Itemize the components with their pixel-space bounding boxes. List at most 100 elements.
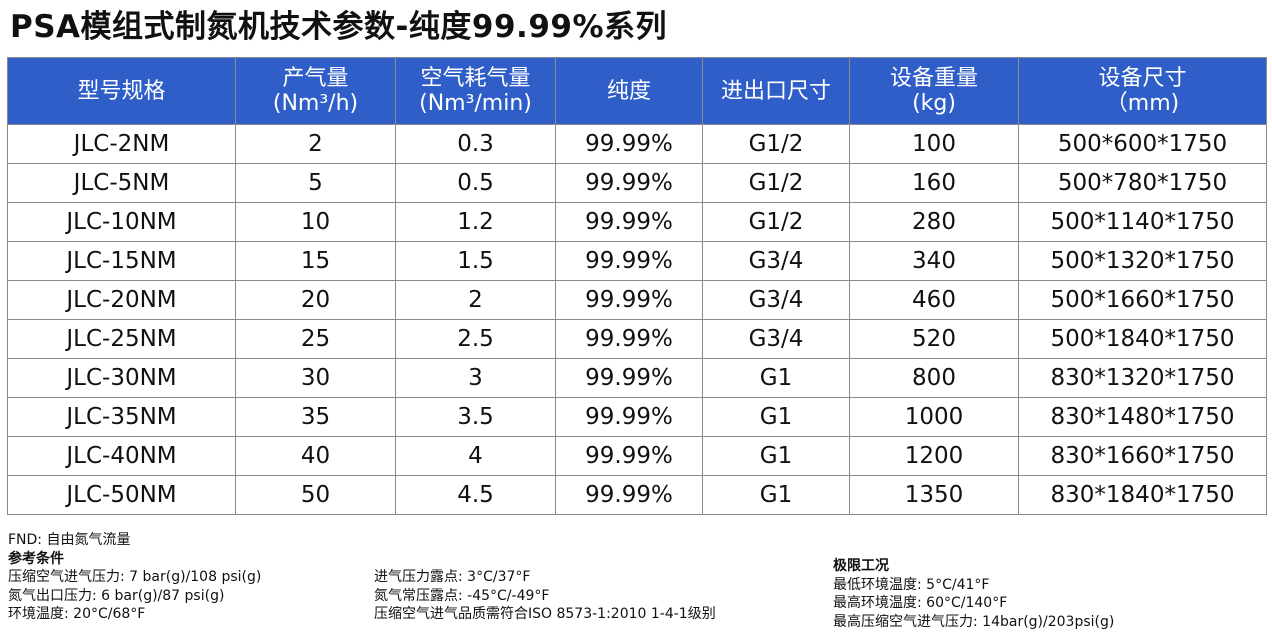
page-title: PSA模组式制氮机技术参数-纯度99.99%系列 <box>10 9 668 45</box>
cell-air-consumption: 1.5 <box>395 241 556 281</box>
header-output: 产气量 (Nm³/h) <box>235 57 396 125</box>
cell-model: JLC-30NM <box>7 358 236 398</box>
cell-weight: 520 <box>849 319 1019 359</box>
cell-output: 20 <box>235 280 396 320</box>
cell-weight: 160 <box>849 163 1019 203</box>
cell-air-consumption: 2.5 <box>395 319 556 359</box>
cell-weight: 800 <box>849 358 1019 398</box>
table-row: JLC-15NM 15 1.5 99.99% G3/4 340 500*1320*1750 <box>7 241 1267 281</box>
table-row: JLC-40NM 40 4 99.99% G1 1200 830*1660*1750 <box>7 436 1267 476</box>
reference-heading: 参考条件 <box>8 550 64 567</box>
cell-dimensions: 830*1480*1750 <box>1018 397 1267 437</box>
cell-weight: 340 <box>849 241 1019 281</box>
cell-weight: 280 <box>849 202 1019 242</box>
cell-port-size: G1 <box>702 475 850 515</box>
table-row: JLC-2NM 2 0.3 99.99% G1/2 100 500*600*1750 <box>7 124 1267 164</box>
cell-air-consumption: 0.5 <box>395 163 556 203</box>
header-port-size: 进出口尺寸 <box>702 57 850 125</box>
cell-weight: 1350 <box>849 475 1019 515</box>
cell-air-consumption: 4 <box>395 436 556 476</box>
cell-dimensions: 500*1840*1750 <box>1018 319 1267 359</box>
cell-purity: 99.99% <box>555 202 703 242</box>
notes-right: 极限工况 最低环境温度: 5°C/41°F 最高环境温度: 60°C/140°F… <box>833 557 1114 631</box>
cell-output: 5 <box>235 163 396 203</box>
cell-dimensions: 500*780*1750 <box>1018 163 1267 203</box>
cell-output: 30 <box>235 358 396 398</box>
cell-air-consumption: 4.5 <box>395 475 556 515</box>
cell-purity: 99.99% <box>555 124 703 164</box>
cell-port-size: G3/4 <box>702 241 850 281</box>
table-row: JLC-35NM 35 3.5 99.99% G1 1000 830*1480*1750 <box>7 397 1267 437</box>
cell-port-size: G1/2 <box>702 163 850 203</box>
fnd-note: FND: 自由氮气流量 <box>8 532 131 548</box>
limits-line: 最高环境温度: 60°C/140°F <box>833 595 1008 611</box>
cell-dimensions: 500*1660*1750 <box>1018 280 1267 320</box>
cell-port-size: G1 <box>702 358 850 398</box>
reference-line: 压缩空气进气品质需符合ISO 8573-1:2010 1-4-1级别 <box>374 606 716 622</box>
table-row: JLC-10NM 10 1.2 99.99% G1/2 280 500*1140*1750 <box>7 202 1267 242</box>
table-row: JLC-30NM 30 3 99.99% G1 800 830*1320*1750 <box>7 358 1267 398</box>
reference-line: 进气压力露点: 3°C/37°F <box>374 569 531 585</box>
reference-line: 环境温度: 20°C/68°F <box>8 606 146 622</box>
notes-left: FND: 自由氮气流量 参考条件 压缩空气进气压力: 7 bar(g)/108 … <box>8 531 261 624</box>
header-dimensions: 设备尺寸 （mm) <box>1018 57 1267 125</box>
header-purity: 纯度 <box>555 57 703 125</box>
cell-port-size: G1 <box>702 436 850 476</box>
reference-line: 压缩空气进气压力: 7 bar(g)/108 psi(g) <box>8 569 262 585</box>
cell-purity: 99.99% <box>555 436 703 476</box>
cell-output: 15 <box>235 241 396 281</box>
cell-air-consumption: 1.2 <box>395 202 556 242</box>
cell-output: 40 <box>235 436 396 476</box>
table-header-row: 型号规格 产气量 (Nm³/h) 空气耗气量 (Nm³/min) 纯度 进出口尺寸 … <box>7 57 1267 125</box>
cell-weight: 460 <box>849 280 1019 320</box>
cell-purity: 99.99% <box>555 163 703 203</box>
reference-line: 氮气常压露点: -45°C/-49°F <box>374 587 550 604</box>
limits-line: 最高压缩空气进气压力: 14bar(g)/203psi(g) <box>833 613 1115 630</box>
table-row: JLC-5NM 5 0.5 99.99% G1/2 160 500*780*1750 <box>7 163 1267 203</box>
cell-purity: 99.99% <box>555 280 703 320</box>
cell-air-consumption: 2 <box>395 280 556 320</box>
cell-port-size: G1/2 <box>702 124 850 164</box>
cell-port-size: G3/4 <box>702 280 850 320</box>
cell-dimensions: 500*1320*1750 <box>1018 241 1267 281</box>
cell-purity: 99.99% <box>555 358 703 398</box>
cell-model: JLC-2NM <box>7 124 236 164</box>
cell-model: JLC-40NM <box>7 436 236 476</box>
header-weight: 设备重量 (kg) <box>849 57 1019 125</box>
cell-weight: 1000 <box>849 397 1019 437</box>
cell-output: 2 <box>235 124 396 164</box>
cell-dimensions: 500*1140*1750 <box>1018 202 1267 242</box>
cell-model: JLC-20NM <box>7 280 236 320</box>
cell-purity: 99.99% <box>555 475 703 515</box>
cell-air-consumption: 3.5 <box>395 397 556 437</box>
cell-output: 50 <box>235 475 396 515</box>
reference-line: 氮气出口压力: 6 bar(g)/87 psi(g) <box>8 587 225 604</box>
cell-purity: 99.99% <box>555 397 703 437</box>
cell-port-size: G1/2 <box>702 202 850 242</box>
cell-model: JLC-25NM <box>7 319 236 359</box>
cell-air-consumption: 0.3 <box>395 124 556 164</box>
limits-line: 最低环境温度: 5°C/41°F <box>833 576 990 593</box>
cell-output: 10 <box>235 202 396 242</box>
header-air-consumption: 空气耗气量 (Nm³/min) <box>395 57 556 125</box>
cell-model: JLC-35NM <box>7 397 236 437</box>
cell-weight: 1200 <box>849 436 1019 476</box>
spec-table: 型号规格 产气量 (Nm³/h) 空气耗气量 (Nm³/min) 纯度 进出口尺寸 … <box>7 57 1267 515</box>
table-row: JLC-50NM 50 4.5 99.99% G1 1350 830*1840*1750 <box>7 475 1267 515</box>
cell-purity: 99.99% <box>555 241 703 281</box>
notes-middle: 进气压力露点: 3°C/37°F 氮气常压露点: -45°C/-49°F 压缩空… <box>374 568 716 624</box>
table-row: JLC-20NM 20 2 99.99% G3/4 460 500*1660*1750 <box>7 280 1267 320</box>
cell-purity: 99.99% <box>555 319 703 359</box>
header-model: 型号规格 <box>7 57 236 125</box>
cell-model: JLC-15NM <box>7 241 236 281</box>
cell-dimensions: 500*600*1750 <box>1018 124 1267 164</box>
limits-heading: 极限工况 <box>833 558 889 574</box>
cell-air-consumption: 3 <box>395 358 556 398</box>
cell-weight: 100 <box>849 124 1019 164</box>
cell-output: 35 <box>235 397 396 437</box>
cell-model: JLC-50NM <box>7 475 236 515</box>
cell-dimensions: 830*1660*1750 <box>1018 436 1267 476</box>
cell-dimensions: 830*1320*1750 <box>1018 358 1267 398</box>
cell-port-size: G3/4 <box>702 319 850 359</box>
cell-model: JLC-5NM <box>7 163 236 203</box>
